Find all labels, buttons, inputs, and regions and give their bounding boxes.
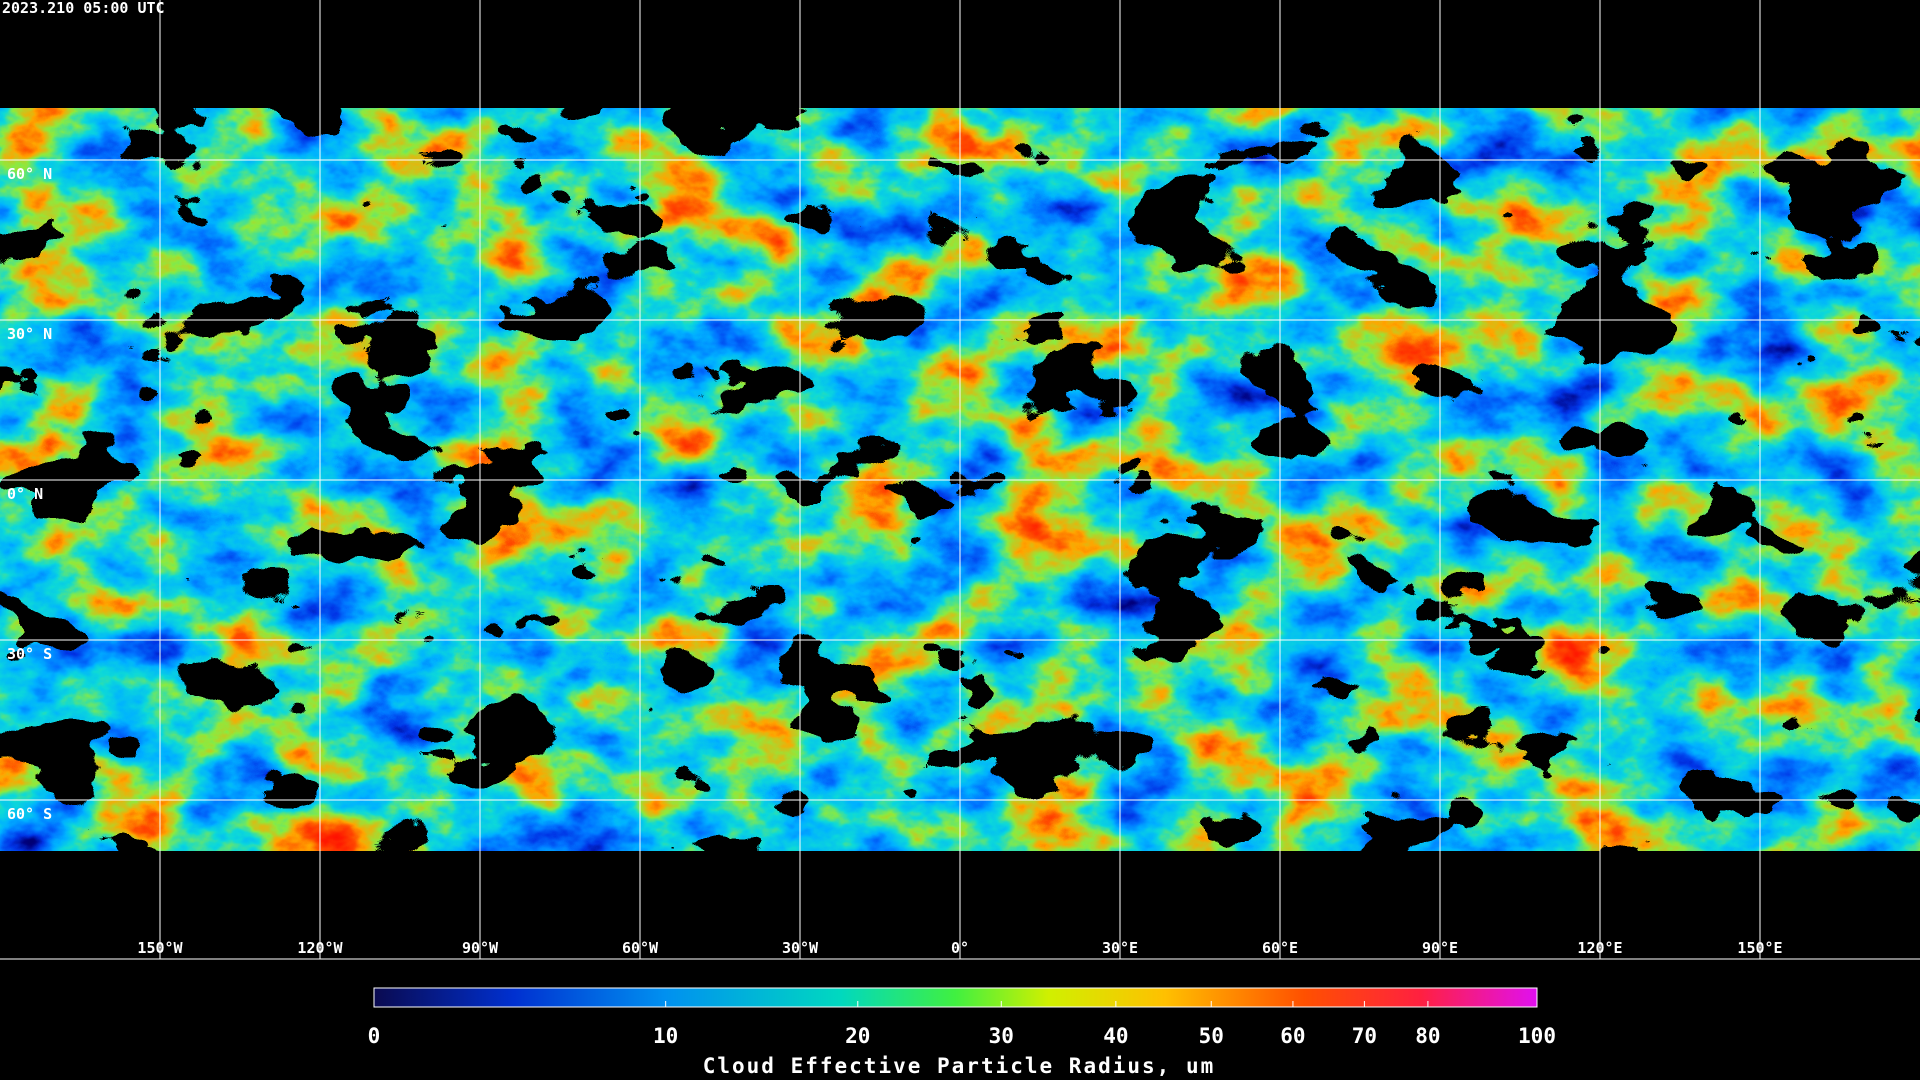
longitude-label: 60°E [1262, 939, 1298, 957]
colorbar-tick-label: 50 [1199, 1024, 1224, 1048]
longitude-label: 120°E [1577, 939, 1622, 957]
colorbar-tick-label: 70 [1352, 1024, 1377, 1048]
colorbar-title: Cloud Effective Particle Radius, um [703, 1054, 1216, 1078]
latitude-label: 30° N [7, 325, 52, 343]
colorbar-tick-label: 100 [1518, 1024, 1556, 1048]
colorbar-tick-label: 10 [653, 1024, 678, 1048]
longitude-label: 150°E [1737, 939, 1782, 957]
longitude-label: 120°W [297, 939, 343, 957]
latitude-label: 0° N [7, 485, 43, 503]
longitude-label: 30°W [782, 939, 819, 957]
colorbar-ticks: 0 10 20 30 40 50 60 70 80 100 [368, 1001, 1556, 1048]
colorbar [373, 987, 1538, 1008]
colorbar-tick-label: 0 [368, 1024, 381, 1048]
longitude-label: 0° [951, 939, 969, 957]
longitude-label: 30°E [1102, 939, 1138, 957]
longitude-label: 90°W [462, 939, 499, 957]
map-labels: 60° N 30° N 0° N 30° S 60° S 150°W 120°W 90°W 60… [7, 165, 1783, 957]
timestamp: 2023.210 05:00 UTC [2, 0, 165, 17]
colorbar-tick-label: 30 [989, 1024, 1014, 1048]
colorbar-tick-label: 80 [1415, 1024, 1440, 1048]
latitude-label: 60° N [7, 165, 52, 183]
colorbar-tick-label: 60 [1280, 1024, 1305, 1048]
graticule [0, 0, 1920, 959]
colorbar-tick-label: 40 [1103, 1024, 1128, 1048]
longitude-label: 60°W [622, 939, 659, 957]
colorbar-tick-label: 20 [845, 1024, 870, 1048]
latitude-label: 60° S [7, 805, 52, 823]
longitude-label: 90°E [1422, 939, 1458, 957]
longitude-label: 150°W [137, 939, 183, 957]
latitude-label: 30° S [7, 645, 52, 663]
